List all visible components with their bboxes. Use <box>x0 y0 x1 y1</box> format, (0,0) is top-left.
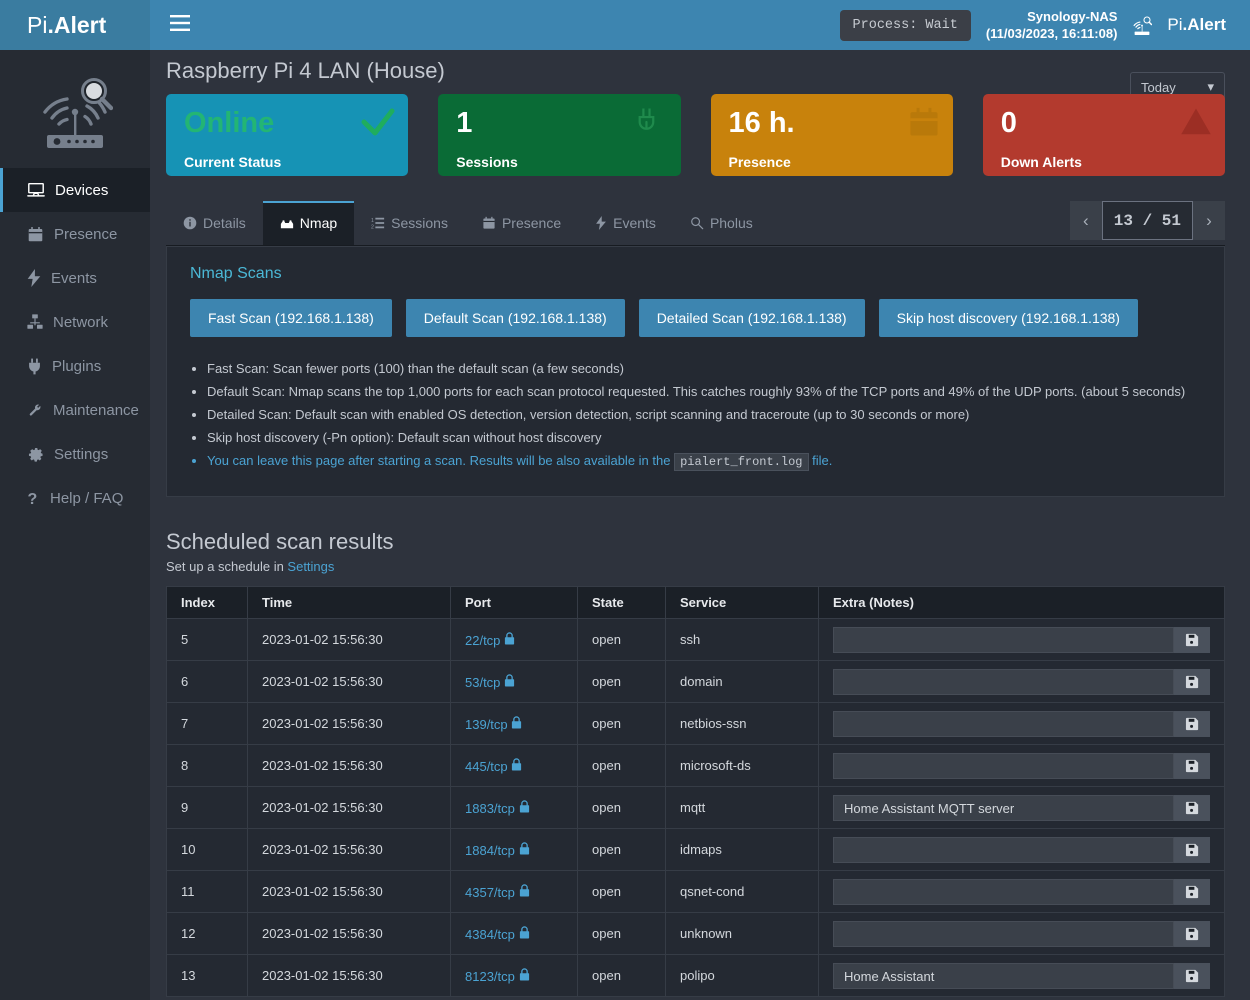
svg-text:2: 2 <box>371 224 374 230</box>
svg-text:?: ? <box>28 491 38 507</box>
svg-text:1: 1 <box>371 218 374 224</box>
